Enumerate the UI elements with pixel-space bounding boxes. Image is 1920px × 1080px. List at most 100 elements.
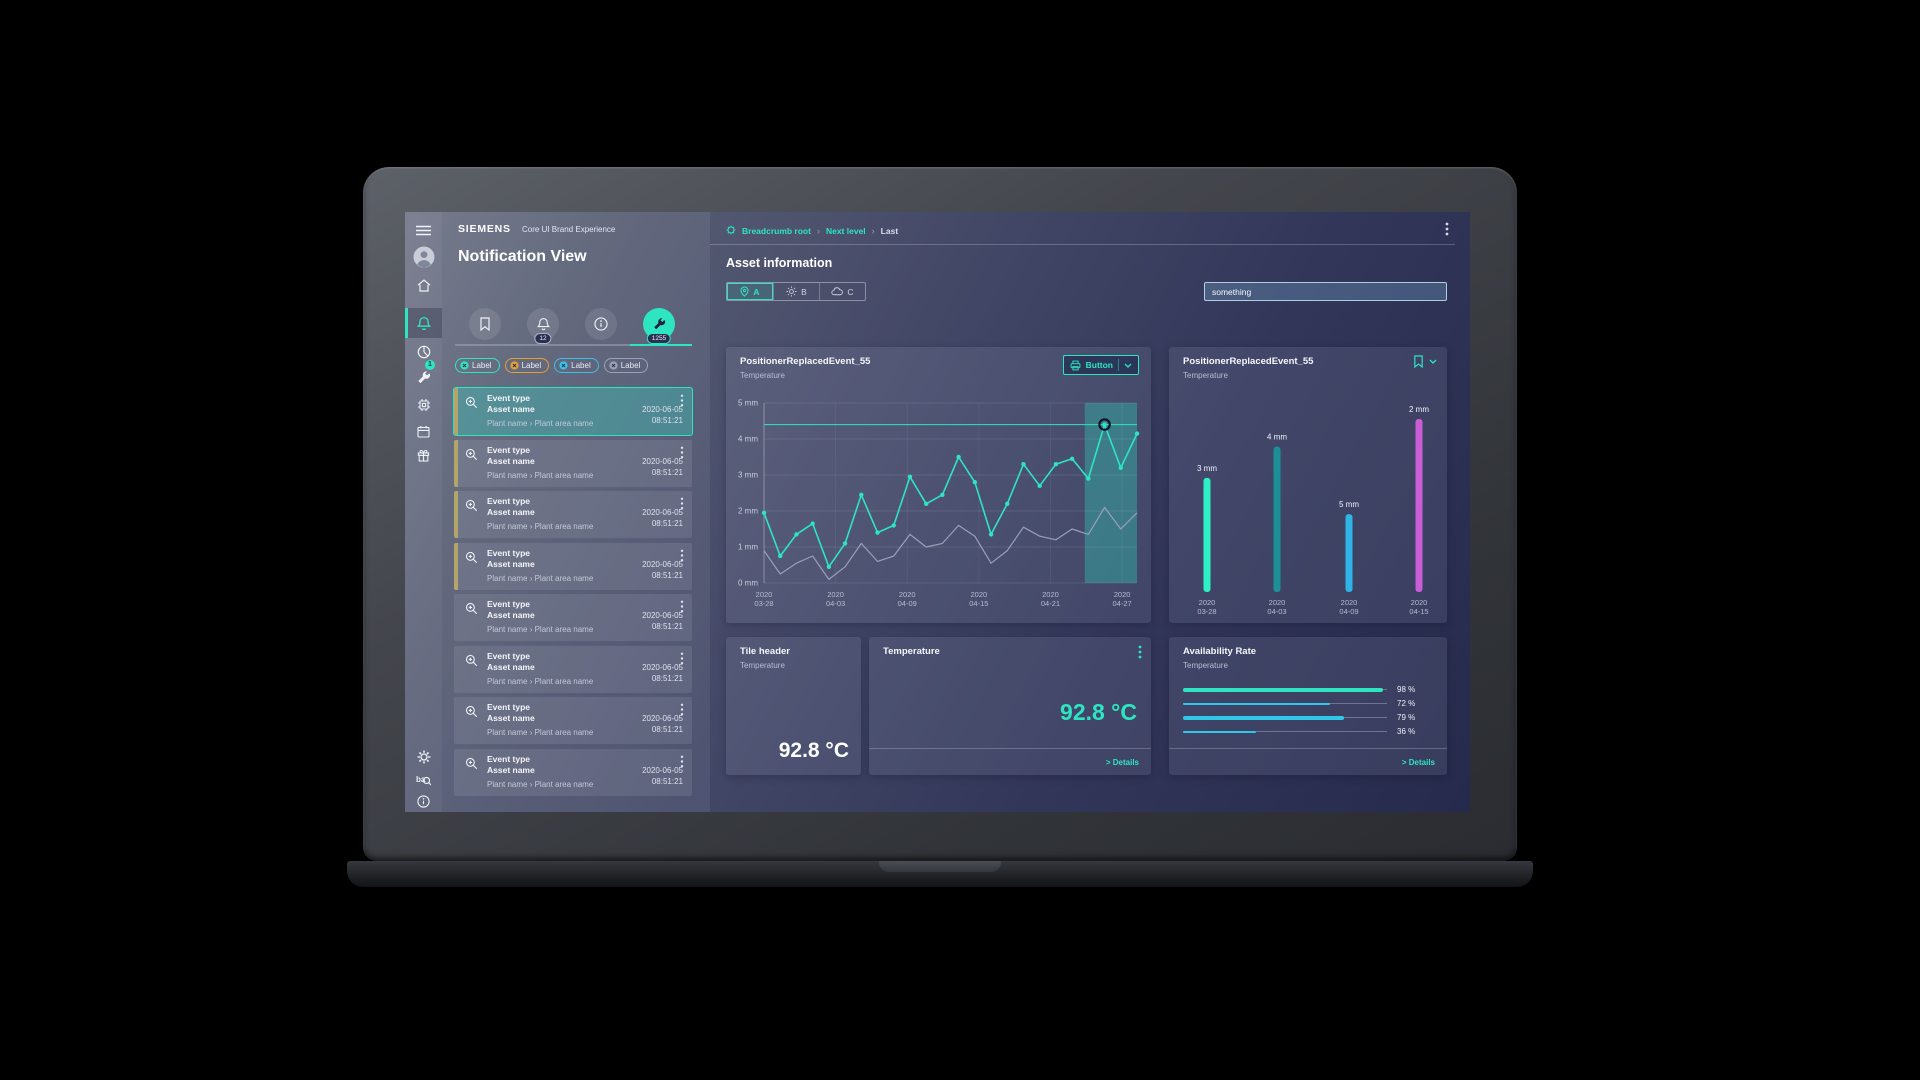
zoom-in-icon xyxy=(465,551,478,563)
wrench-icon[interactable]: 1 xyxy=(405,360,442,390)
availability-bar xyxy=(1183,711,1387,725)
chip-label: Label xyxy=(472,361,492,370)
bar-chart-card: PositionerReplacedEvent_55 Temperature 3… xyxy=(1169,347,1447,623)
svg-text:03-28: 03-28 xyxy=(754,599,773,608)
chart-action-button[interactable]: Button xyxy=(1062,355,1139,375)
details-link[interactable]: > Details xyxy=(1401,758,1435,767)
tab-info[interactable] xyxy=(585,308,617,340)
item-menu-icon[interactable] xyxy=(680,549,684,562)
item-menu-icon[interactable] xyxy=(680,703,684,716)
card-subtitle: Temperature xyxy=(740,661,785,670)
card-divider xyxy=(869,748,1151,749)
notification-item[interactable]: Event type Asset name Plant name › Plant… xyxy=(454,491,692,538)
card-subtitle: Temperature xyxy=(1183,371,1228,380)
item-text: Event type Asset name Plant name › Plant… xyxy=(487,548,593,583)
card-title: PositionerReplacedEvent_55 xyxy=(1183,356,1314,367)
breadcrumb-item[interactable]: Breadcrumb root xyxy=(742,226,811,236)
filter-chip[interactable]: Label xyxy=(504,358,550,373)
item-menu-icon[interactable] xyxy=(680,446,684,459)
availability-card: Availability Rate Temperature 98 % 72 % 79… xyxy=(1169,637,1447,775)
notification-item[interactable]: Event type Asset name Plant name › Plant… xyxy=(454,594,692,641)
remove-chip-icon[interactable] xyxy=(509,361,519,370)
filter-chip[interactable]: Label xyxy=(603,358,649,373)
svg-text:04-21: 04-21 xyxy=(1041,599,1060,608)
svg-text:3 mm: 3 mm xyxy=(738,471,758,480)
item-menu-icon[interactable] xyxy=(680,394,684,407)
card-title: PositionerReplacedEvent_55 xyxy=(740,356,871,367)
screen: 1 ba SIEMENS Core UI Brand E xyxy=(405,212,1470,812)
tab-active-indicator xyxy=(630,344,692,346)
segment-b-label: B xyxy=(801,286,807,297)
remove-chip-icon[interactable] xyxy=(609,361,618,370)
gift-icon[interactable] xyxy=(405,442,442,468)
svg-text:4 mm: 4 mm xyxy=(738,435,758,444)
segmented-control: A B C xyxy=(726,282,866,301)
maintenance-badge: 1255 xyxy=(646,333,672,344)
segment-c[interactable]: C xyxy=(819,283,865,300)
tab-bookmarks[interactable] xyxy=(469,308,501,340)
notification-item[interactable]: Event type Asset name Plant name › Plant… xyxy=(454,748,692,796)
item-menu-icon[interactable] xyxy=(680,755,684,768)
zoom-in-icon xyxy=(465,757,478,769)
asset-name: Asset name xyxy=(487,455,535,466)
breadcrumb-item: Last xyxy=(880,226,899,236)
line-chart-card: PositionerReplacedEvent_55 Temperature B… xyxy=(726,347,1151,623)
event-time: 08:51:21 xyxy=(651,416,683,425)
calendar-icon[interactable] xyxy=(405,418,442,444)
item-accent-bar xyxy=(454,491,458,538)
svg-text:0 mm: 0 mm xyxy=(738,579,758,588)
search-text-icon[interactable]: ba xyxy=(405,766,442,792)
item-menu-icon[interactable] xyxy=(680,652,684,665)
chip-label: Label xyxy=(620,361,641,370)
card-menu-icon[interactable] xyxy=(1138,645,1142,659)
svg-text:04-03: 04-03 xyxy=(1267,607,1286,616)
svg-text:04-15: 04-15 xyxy=(969,599,988,608)
item-menu-icon[interactable] xyxy=(680,497,684,510)
bookmark-icon xyxy=(1414,355,1423,368)
page-title: Notification View xyxy=(458,248,587,265)
segment-a[interactable]: A xyxy=(727,283,773,300)
search-input[interactable] xyxy=(1204,282,1447,301)
home-icon[interactable] xyxy=(405,272,442,298)
info-icon xyxy=(594,317,608,331)
svg-text:ba: ba xyxy=(416,775,426,784)
svg-text:2 mm: 2 mm xyxy=(1409,405,1429,414)
details-link[interactable]: > Details xyxy=(1105,758,1139,767)
bell-icon xyxy=(536,317,550,331)
availability-value: 72 % xyxy=(1397,699,1416,708)
asset-name: Asset name xyxy=(487,713,535,723)
notification-list[interactable]: Event type Asset name Plant name › Plant… xyxy=(453,387,693,806)
info-icon[interactable] xyxy=(405,788,442,812)
menu-icon[interactable] xyxy=(405,217,442,243)
card-subtitle: Temperature xyxy=(1183,661,1228,670)
notification-item[interactable]: Event type Asset name Plant name › Plant… xyxy=(453,387,693,436)
avatar-icon[interactable] xyxy=(405,244,442,270)
tab-maintenance[interactable]: 1255 xyxy=(643,308,675,344)
filter-chip[interactable]: Label xyxy=(455,358,500,373)
tab-alerts[interactable]: 12 xyxy=(527,308,559,344)
notification-item[interactable]: Event type Asset name Plant name › Plant… xyxy=(454,439,692,487)
svg-text:2020: 2020 xyxy=(1114,590,1131,599)
notification-item[interactable]: Event type Asset name Plant name › Plant… xyxy=(454,542,692,590)
filter-chip[interactable]: Label xyxy=(554,358,599,373)
pie-chart-icon[interactable] xyxy=(405,339,442,365)
zoom-in-icon xyxy=(465,602,478,615)
remove-chip-icon[interactable] xyxy=(559,361,568,370)
temperature-value: 92.8 °C xyxy=(778,739,849,762)
page-menu-icon[interactable] xyxy=(1445,222,1449,236)
notification-item[interactable]: Event type Asset name Plant name › Plant… xyxy=(454,697,692,744)
segment-b[interactable]: B xyxy=(773,283,819,300)
item-accent-bar xyxy=(454,542,458,590)
notification-item[interactable]: Event type Asset name Plant name › Plant… xyxy=(454,645,692,693)
bell-icon[interactable] xyxy=(405,308,442,338)
breadcrumb-item[interactable]: Next level xyxy=(825,226,866,236)
remove-chip-icon[interactable] xyxy=(460,361,469,370)
bar-track xyxy=(1183,731,1387,732)
chip-icon[interactable] xyxy=(405,392,442,418)
event-date: 2020-06-05 xyxy=(642,405,683,414)
gear-icon[interactable] xyxy=(405,744,442,770)
item-menu-icon[interactable] xyxy=(680,600,684,613)
svg-text:04-03: 04-03 xyxy=(826,599,845,608)
icon-rail: 1 ba xyxy=(405,212,442,812)
bookmark-menu[interactable] xyxy=(1413,355,1437,368)
